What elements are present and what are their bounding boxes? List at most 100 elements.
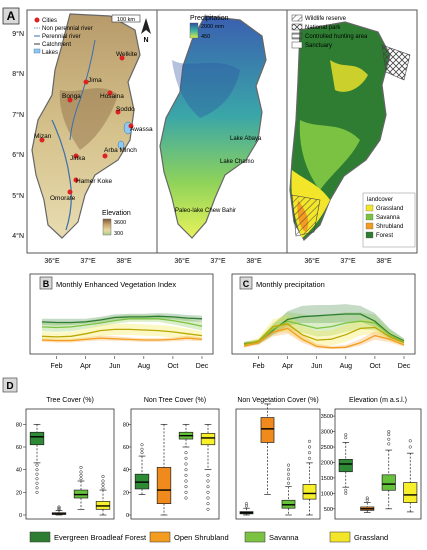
- lat-tick: 7°N: [12, 111, 24, 119]
- lake: [117, 140, 125, 150]
- box-iqr: [156, 467, 172, 505]
- box-grassland: [95, 474, 111, 516]
- box-evergreen-broadleaf-forest: [338, 433, 353, 495]
- legend-cities: Cities: [42, 18, 57, 24]
- outlier-point: [206, 502, 210, 506]
- evi-line-savanna: [41, 318, 203, 329]
- legend-savanna-swatch: [365, 213, 374, 221]
- wildlife-reserve-area: [291, 194, 321, 237]
- protected-legend: Wildlife reserve National park Controlle…: [291, 14, 368, 49]
- box-open-shrubland: [156, 423, 172, 516]
- city-welkite: Welkite: [116, 51, 138, 61]
- lat-tick: 5°N: [12, 192, 24, 200]
- elevation-colorbar: [102, 218, 112, 236]
- outlier-point: [140, 451, 144, 455]
- precip-line-grassland: [243, 323, 405, 346]
- landcover-class-legend: Evergreen Broadleaf Forest Open Shrubland…: [29, 531, 388, 543]
- legend-forest: Forest: [376, 233, 393, 239]
- legend-label: Savanna: [269, 533, 299, 542]
- outlier-point: [244, 504, 249, 508]
- cities-symbol: [34, 17, 40, 23]
- box-iqr: [403, 482, 418, 503]
- precip-chart-title: Monthly precipitation: [256, 280, 325, 289]
- legend-label: Evergreen Broadleaf Forest: [54, 533, 147, 542]
- legend-catchment: Catchment: [42, 42, 71, 48]
- panel-d-label-box: [2, 377, 18, 393]
- sanctuary-symbol: [291, 41, 303, 49]
- y-tick-label: 0: [126, 513, 129, 519]
- outlier-point: [307, 445, 312, 449]
- city-marker: [119, 55, 125, 61]
- lon-tick: 37°E: [210, 257, 226, 265]
- outlier-point: [307, 439, 312, 443]
- city-mizan: Mizan: [34, 133, 52, 143]
- maps-frame: [26, 9, 418, 254]
- box-grassland: [302, 439, 317, 516]
- outlier-point: [307, 451, 312, 455]
- outlier-point: [344, 488, 348, 492]
- outlier-point: [140, 443, 144, 447]
- map-lat-ticks: 9°N 8°N 7°N 6°N 5°N 4°N: [12, 30, 24, 240]
- lon-tick: 38°E: [376, 257, 392, 265]
- outlier-point: [101, 486, 105, 490]
- outlier-point: [184, 451, 188, 455]
- scalebar-box: [111, 14, 141, 23]
- savanna-region: [299, 120, 360, 190]
- highland-relief: [59, 88, 118, 150]
- panel-a: A Cities Non perennial river Perennial r…: [2, 7, 418, 265]
- city-label: Hosaina: [100, 93, 124, 100]
- city-label: Jinka: [70, 155, 86, 162]
- boxplot-frame: [235, 408, 321, 520]
- legend-swatch: [244, 531, 266, 543]
- evi-tick-label: Aug: [138, 363, 151, 370]
- outlier-point: [365, 498, 369, 502]
- y-tick-label: 1500: [321, 476, 333, 482]
- map-lon-ticks: 36°E 37°E 38°E 36°E 37°E 38°E 36°E 37°E …: [44, 257, 392, 265]
- outlier-point: [387, 437, 391, 441]
- legend-wildlife-reserve: Wildlife reserve: [305, 16, 347, 22]
- evi-plot-frame: [29, 273, 214, 355]
- city-marker: [67, 97, 73, 103]
- box-savanna: [178, 423, 194, 500]
- evi-tick-label: Apr: [80, 363, 92, 370]
- outlier-point: [286, 472, 291, 476]
- box-savanna: [281, 463, 296, 516]
- outlier-point: [408, 445, 412, 449]
- outlier-point: [79, 473, 83, 477]
- precip-tick-label: Feb: [253, 363, 265, 370]
- city-jinka: Jinka: [70, 153, 86, 162]
- outlier-point: [184, 485, 188, 489]
- legend-sanctuary: Sanctuary: [305, 43, 332, 49]
- precip-line-savanna: [243, 320, 405, 345]
- legend-item-grassland: Grassland: [329, 531, 388, 543]
- panel-c-precip-chart: C Monthly precipitation Feb Apr Jun Aug Oct D…: [231, 273, 416, 370]
- panel-a-label: A: [7, 9, 16, 23]
- map-elevation: Cities Non perennial river Perennial riv…: [31, 13, 153, 239]
- outlier-point: [79, 477, 83, 481]
- north-label: N: [143, 37, 148, 44]
- legend-grassland-swatch: [365, 204, 374, 212]
- box-savanna: [73, 465, 89, 510]
- legend-swatch: [329, 531, 351, 543]
- national-park-area: [381, 44, 411, 81]
- outlier-point: [408, 439, 412, 443]
- wildlife-reserve-symbol: [291, 14, 303, 22]
- city-marker: [83, 79, 89, 85]
- city-label: Bonga: [62, 93, 81, 100]
- city-bonga: Bonga: [62, 93, 81, 103]
- evi-tick-label: Oct: [167, 363, 178, 370]
- city-label: Soddo: [116, 106, 135, 113]
- lon-tick: 36°E: [174, 257, 190, 265]
- y-tick-label: 20: [123, 490, 129, 496]
- city-label: Jima: [88, 77, 102, 84]
- outlier-point: [206, 473, 210, 477]
- precip-max: 2000 mm: [201, 24, 224, 30]
- legend-item-savanna: Savanna: [244, 531, 299, 543]
- y-tick-label: 0: [19, 513, 22, 519]
- lon-tick: 38°E: [246, 257, 262, 265]
- outlier-point: [140, 447, 144, 451]
- boxplot-tree-cover-: Tree Cover (%) 0 20 40 60 80: [16, 397, 115, 520]
- catchment-outline: [31, 13, 141, 239]
- lon-tick: 37°E: [340, 257, 356, 265]
